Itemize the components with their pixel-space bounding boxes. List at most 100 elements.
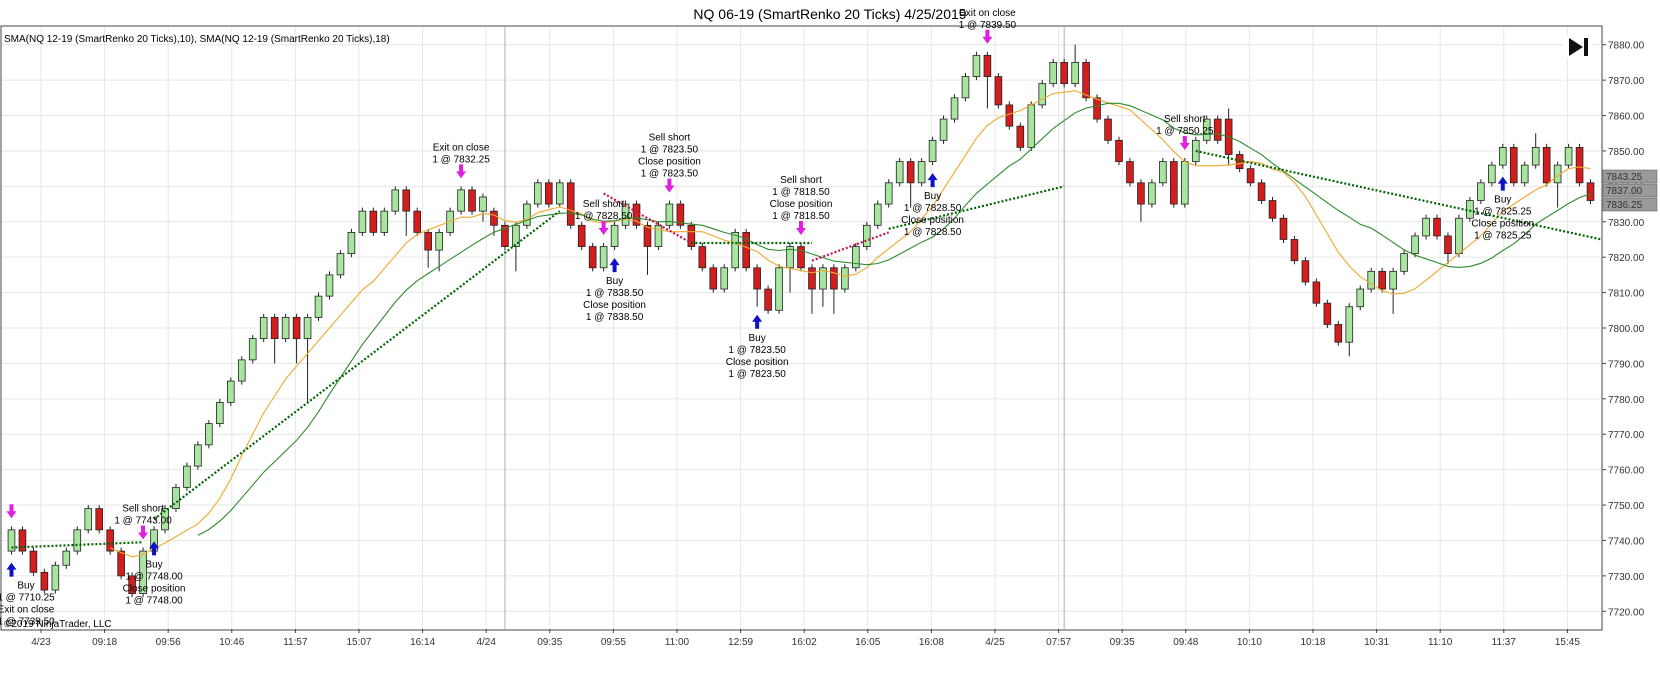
candle-up: [731, 231, 740, 269]
annotation-line: 1 @ 7823.50: [728, 369, 786, 380]
sma-lines: [109, 90, 1591, 558]
candle-down: [1279, 217, 1288, 240]
annotation-line: Close position: [638, 157, 701, 168]
candle-up: [358, 210, 367, 233]
annotation-line: Sell short: [122, 504, 164, 515]
trade-annotation: Sell short 1 @ 7818.50 Close position 1 @ 7…: [770, 175, 833, 222]
y-tick-label: 7750.00: [1608, 501, 1645, 512]
jump-to-end-button[interactable]: [1563, 36, 1591, 58]
x-tick-label: 16:14: [410, 637, 435, 648]
candle-down: [29, 550, 38, 573]
x-tick-label: 11:37: [1492, 637, 1517, 648]
y-tick-label: 7870.00: [1608, 76, 1645, 87]
y-tick-label: 7830.00: [1608, 218, 1645, 229]
candle-down: [292, 316, 301, 340]
candle-up: [183, 465, 191, 488]
candle-down: [566, 182, 575, 226]
sell-arrow-icon: [598, 221, 609, 236]
indicator-label: SMA(NQ 12-19 (SmartRenko 20 Ticks),10), …: [4, 34, 390, 45]
candle-up: [895, 161, 904, 184]
trade-annotation: Sell short 1 @ 7828.50: [575, 199, 633, 222]
annotation-line: Close position: [770, 199, 833, 210]
trade-annotation: Exit on close 1 @ 7832.25: [432, 142, 490, 165]
candle-down: [588, 246, 597, 269]
candle-down: [106, 529, 114, 552]
x-axis: 4/23 09:18 09:56 10:46 11:57 15:07 16:14 4/24 09…: [31, 629, 1580, 648]
candle-up: [51, 564, 60, 591]
candle-down: [687, 224, 696, 247]
play-icon: [1569, 38, 1583, 56]
trade-annotation: Buy 1 @ 7825.25 Close position 1 @ 7825.25: [1471, 195, 1534, 242]
annotation-line: Close position: [726, 357, 789, 368]
trade-line: [11, 541, 144, 549]
candle-up: [720, 267, 729, 290]
x-tick-label: 16:08: [919, 637, 944, 648]
candle-down: [1104, 118, 1112, 141]
x-tick-label: 16:05: [855, 637, 880, 648]
trade-annotations: Buy 1 @ 7710.25 Exit on close 1 @ 7739.50Se…: [0, 8, 1534, 628]
annotation-line: Buy: [749, 333, 766, 344]
candle-up: [512, 224, 520, 247]
x-tick-label: 10:46: [219, 637, 244, 648]
candle-up: [1071, 62, 1079, 85]
sell-arrow-icon: [982, 29, 993, 44]
y-tick-label: 7720.00: [1608, 607, 1645, 618]
candle-down: [18, 529, 27, 552]
candle-up: [862, 224, 871, 247]
sell-arrow-icon: [1179, 136, 1190, 151]
candle-up: [314, 295, 323, 318]
candle-down: [742, 231, 750, 269]
x-tick-label: 10:10: [1237, 637, 1262, 648]
candle-down: [1170, 161, 1178, 205]
candle-up: [457, 189, 465, 212]
candle-down: [906, 161, 915, 184]
candle-down: [402, 189, 411, 212]
y-tick-label: 7850.00: [1608, 147, 1645, 158]
y-tick-label: 7790.00: [1608, 359, 1645, 370]
candle-up: [1148, 182, 1156, 205]
candle-up: [194, 444, 202, 467]
trade-annotation: Buy 1 @ 7828.50 Close position 1 @ 7828.50: [901, 191, 964, 238]
candle-down: [40, 571, 49, 591]
price-marker-label: 7843.25: [1606, 172, 1643, 183]
candles: [7, 54, 1595, 594]
x-tick-label: 16:02: [792, 637, 817, 648]
annotation-line: Exit on close: [433, 142, 490, 153]
y-tick-label: 7760.00: [1608, 466, 1645, 477]
annotation-line: 1 @ 7823.50: [728, 345, 786, 356]
candle-down: [1433, 217, 1441, 237]
candle-down: [128, 575, 136, 594]
candle-up: [380, 210, 389, 233]
candle-down: [1312, 281, 1321, 304]
candle-up: [1191, 139, 1200, 162]
candle-down: [468, 189, 476, 212]
annotation-line: 1 @ 7818.50: [772, 187, 830, 198]
candle-up: [347, 231, 356, 255]
annotation-line: Exit on close: [0, 605, 55, 616]
candle-up: [479, 196, 487, 212]
price-marker-box: [1602, 169, 1658, 184]
annotation-line: Close position: [901, 215, 964, 226]
candle-down: [95, 508, 104, 531]
candle-down: [676, 203, 685, 226]
candle-up: [435, 231, 443, 251]
price-markers: 7843.25 7837.00 7836.25: [1602, 169, 1658, 212]
candle-up: [786, 246, 794, 269]
candle-up: [621, 203, 630, 226]
trade-line: [603, 192, 692, 244]
annotation-line: Sell short: [780, 175, 822, 186]
candle-up: [336, 253, 345, 276]
candle-down: [1575, 146, 1584, 184]
y-tick-label: 7820.00: [1608, 253, 1645, 264]
candle-down: [1301, 260, 1310, 283]
annotation-line: 1 @ 7838.50: [586, 288, 644, 299]
candle-down: [1378, 270, 1386, 290]
x-tick-label: 09:35: [537, 637, 562, 648]
candle-up: [205, 423, 213, 446]
annotation-line: 1 @ 7828.50: [904, 227, 962, 238]
annotation-line: 1 @ 7748.00: [125, 571, 183, 582]
candle-up: [555, 182, 564, 205]
candle-down: [1115, 139, 1123, 162]
candle-up: [7, 529, 16, 552]
